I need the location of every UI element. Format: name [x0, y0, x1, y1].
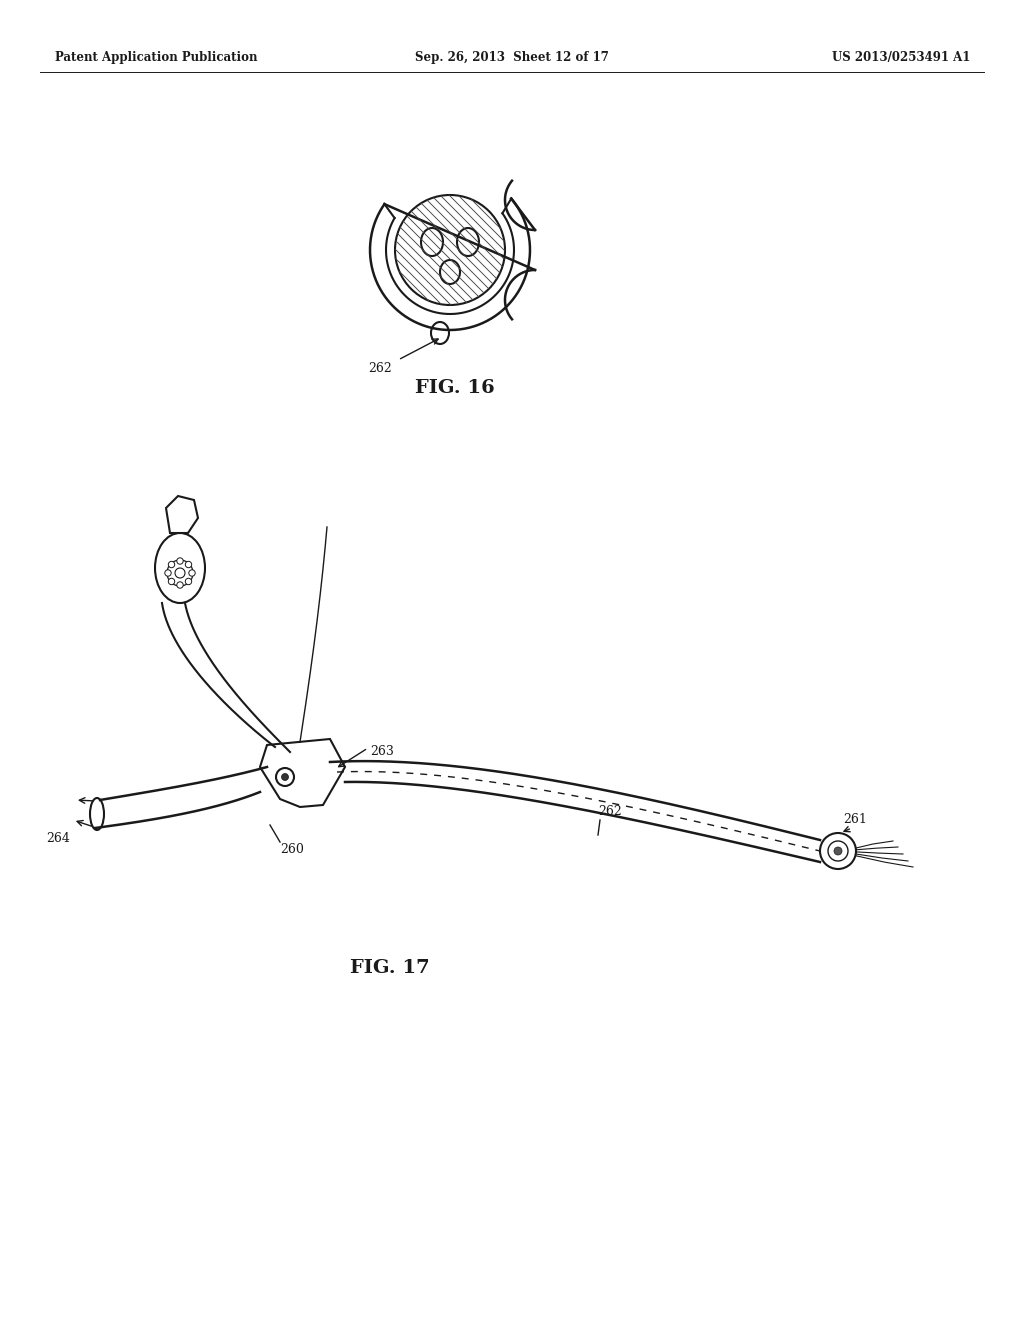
Circle shape [834, 847, 842, 855]
Text: 264: 264 [46, 832, 70, 845]
Ellipse shape [90, 799, 104, 830]
Text: US 2013/0253491 A1: US 2013/0253491 A1 [831, 51, 970, 65]
Circle shape [276, 768, 294, 785]
Text: 263: 263 [370, 744, 394, 758]
Ellipse shape [457, 228, 479, 256]
Polygon shape [260, 739, 345, 807]
Circle shape [168, 578, 175, 585]
Circle shape [185, 578, 191, 585]
Circle shape [185, 561, 191, 568]
Ellipse shape [431, 322, 449, 345]
Ellipse shape [155, 533, 205, 603]
Text: Patent Application Publication: Patent Application Publication [55, 51, 257, 65]
Circle shape [188, 570, 196, 577]
Circle shape [177, 582, 183, 589]
Circle shape [820, 833, 856, 869]
Text: 262: 262 [369, 362, 392, 375]
Circle shape [395, 195, 505, 305]
Text: FIG. 16: FIG. 16 [415, 379, 495, 397]
Circle shape [282, 774, 289, 780]
Circle shape [177, 558, 183, 564]
Text: FIG. 17: FIG. 17 [350, 960, 430, 977]
Text: Sep. 26, 2013  Sheet 12 of 17: Sep. 26, 2013 Sheet 12 of 17 [415, 51, 609, 65]
Ellipse shape [440, 260, 460, 284]
Text: 261: 261 [843, 813, 867, 826]
Text: 262: 262 [598, 805, 622, 818]
Ellipse shape [421, 228, 443, 256]
Circle shape [168, 561, 175, 568]
Polygon shape [166, 496, 198, 533]
Text: 260: 260 [280, 843, 304, 855]
Circle shape [165, 570, 171, 577]
